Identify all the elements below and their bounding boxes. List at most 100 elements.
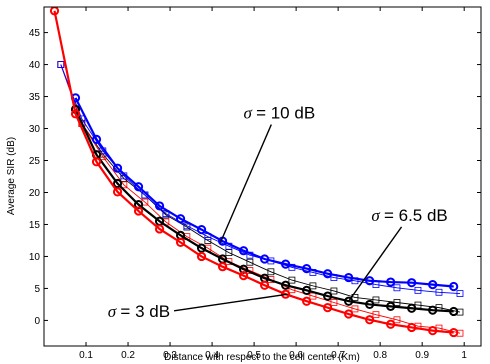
data-point [386, 277, 396, 287]
data-point [246, 258, 254, 266]
axes-frame [43, 6, 482, 347]
y-tick-label: 20 [29, 188, 41, 199]
data-point [217, 262, 228, 272]
series-line [60, 64, 461, 334]
data-point [372, 296, 380, 304]
series-line [74, 97, 454, 288]
data-point [154, 224, 165, 234]
data-point [238, 246, 249, 256]
data-point [414, 286, 422, 294]
data-point [238, 271, 249, 281]
y-tick-label: 0 [34, 316, 40, 327]
data-point [196, 224, 207, 235]
data-point [365, 276, 375, 286]
x-axis-label: Distance with respect to the cell center… [164, 352, 360, 363]
series-line [60, 64, 461, 313]
annotation-pointer [348, 226, 403, 302]
data-point [70, 109, 81, 119]
data-point [449, 327, 459, 338]
y-tick-label: 35 [29, 92, 41, 103]
y-tick-label: 10 [29, 252, 41, 263]
data-point [407, 322, 417, 333]
data-point [112, 178, 123, 189]
data-point [204, 237, 212, 244]
x-tick-label: 0.3 [163, 350, 177, 361]
x-tick-label: 0.8 [373, 350, 387, 361]
data-point [302, 296, 312, 306]
data-point [372, 311, 380, 319]
data-point [57, 61, 65, 68]
data-point [323, 291, 333, 301]
y-tick-label: 40 [29, 60, 41, 71]
plot-area [44, 7, 481, 346]
x-tick-label: 0.2 [121, 350, 135, 361]
data-point [330, 287, 338, 295]
x-tick-label: 0.9 [415, 350, 429, 361]
data-point [260, 280, 270, 290]
series-circle-ff0000 [49, 7, 459, 338]
data-point [365, 315, 375, 325]
data-point [267, 268, 275, 276]
y-tick-label: 15 [29, 220, 41, 231]
annotation-label: σ = 3 dB [108, 302, 170, 321]
y-axis-label: Average SIR (dB) [6, 137, 17, 215]
data-point [133, 206, 144, 216]
data-point [393, 316, 401, 324]
data-point [435, 288, 443, 296]
data-point [428, 305, 438, 315]
data-point [112, 163, 123, 173]
data-point [91, 157, 102, 167]
data-point [196, 243, 207, 253]
data-point [112, 187, 123, 197]
data-point [407, 303, 417, 313]
data-point [428, 326, 438, 336]
data-point [302, 264, 312, 274]
data-point [175, 214, 186, 224]
annotation-pointer [173, 293, 288, 312]
y-tick-label: 30 [29, 124, 41, 135]
x-tick-label: 0.1 [79, 350, 93, 361]
data-point [351, 305, 359, 313]
data-point [456, 290, 464, 297]
x-tick-label: 0.6 [289, 350, 303, 361]
annotation-label: σ = 10 dB [243, 104, 315, 123]
data-point [407, 278, 417, 288]
data-point [133, 182, 144, 192]
data-point [281, 280, 291, 290]
data-point [281, 289, 291, 299]
x-tick-label: 0.5 [247, 350, 261, 361]
data-point [323, 303, 333, 313]
data-point [344, 309, 354, 319]
annotation-label: σ = 6.5 dB [371, 206, 447, 225]
data-point [323, 269, 333, 279]
data-point [449, 281, 459, 292]
data-point [91, 134, 102, 145]
data-point [393, 284, 401, 292]
data-point [154, 201, 165, 211]
data-point [386, 319, 396, 329]
data-point [175, 237, 186, 247]
data-point [365, 299, 375, 310]
data-point [449, 306, 459, 317]
data-point [309, 282, 317, 290]
annotation-pointer [219, 124, 272, 243]
x-tick-label: 0.7 [331, 350, 345, 361]
x-tick-label: 1 [461, 350, 467, 361]
y-tick-label: 5 [34, 284, 40, 295]
data-point [330, 299, 338, 306]
data-point [288, 276, 296, 284]
data-point [344, 272, 354, 283]
data-point [393, 299, 401, 306]
y-tick-label: 25 [29, 156, 41, 167]
data-point [260, 254, 270, 264]
data-point [386, 301, 396, 311]
x-tick-label: 0.4 [205, 350, 219, 361]
series-line [74, 108, 454, 313]
data-point [428, 279, 438, 290]
data-point [196, 251, 207, 262]
data-point [302, 285, 312, 295]
y-tick-label: 45 [29, 28, 41, 39]
data-point [281, 259, 291, 269]
data-point [344, 296, 354, 306]
